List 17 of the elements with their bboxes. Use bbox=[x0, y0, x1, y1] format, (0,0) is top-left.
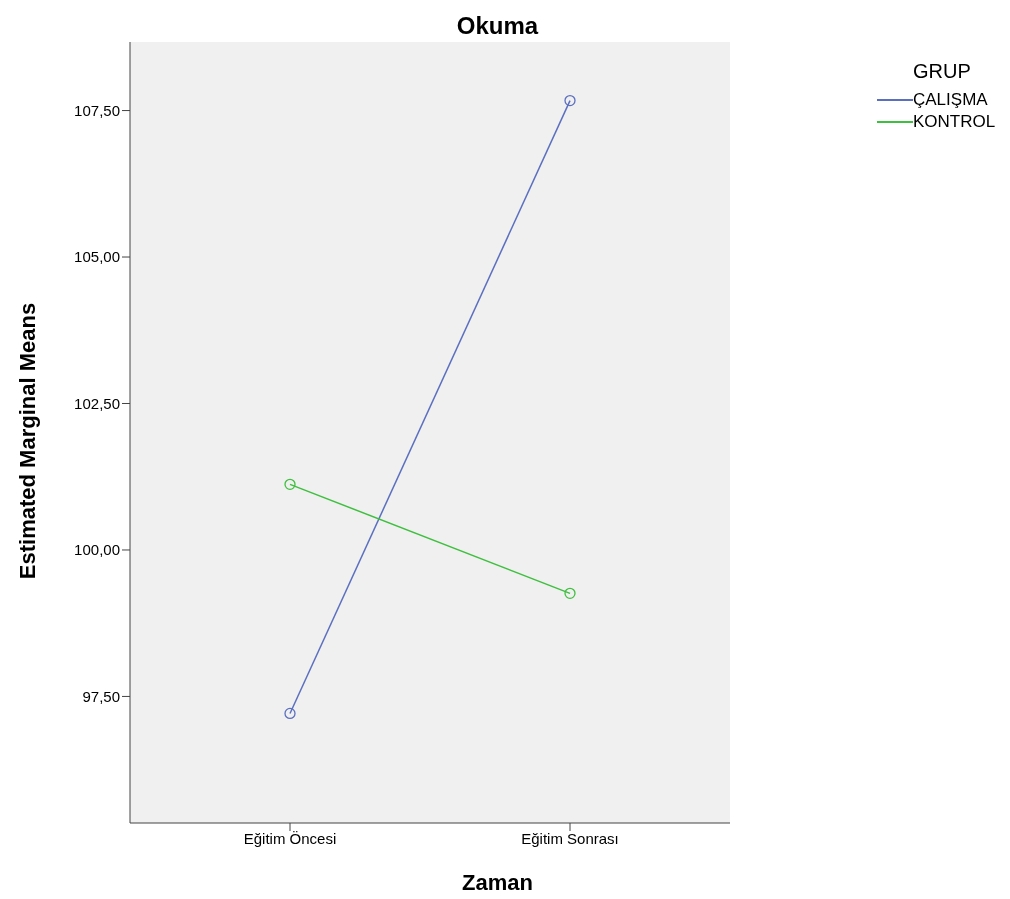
x-tick-label: Eğitim Sonrası bbox=[521, 829, 619, 847]
y-tick-label: 107,50 bbox=[74, 101, 120, 119]
y-tick-label: 105,00 bbox=[74, 248, 120, 266]
point bbox=[284, 707, 296, 720]
chart-title: Okuma bbox=[455, 12, 540, 40]
legend-title: GRUP bbox=[913, 60, 972, 83]
point bbox=[564, 587, 576, 599]
legend-label: ÇALIŞMA bbox=[913, 90, 988, 110]
point bbox=[564, 94, 576, 107]
y-tick-label: 97,50 bbox=[82, 687, 120, 705]
x-axis-title: Zaman bbox=[461, 870, 534, 896]
x-tick-label: Eğitim Öncesi bbox=[243, 829, 337, 847]
y-tick-label: 102,50 bbox=[74, 394, 120, 412]
point bbox=[284, 478, 296, 490]
y-axis-title: Estimated Marginal Means bbox=[15, 301, 41, 582]
y-tick-label: 100,00 bbox=[74, 541, 120, 559]
legend-label: KONTROL bbox=[913, 112, 996, 132]
